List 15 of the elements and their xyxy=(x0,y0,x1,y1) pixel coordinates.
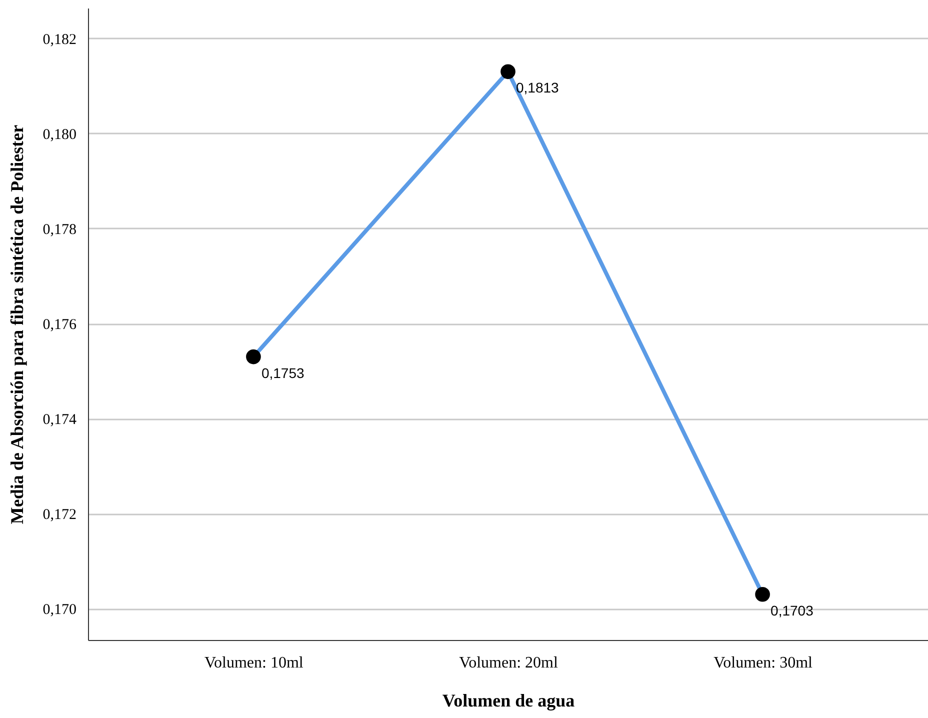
y-tick-label: 0,176 xyxy=(42,317,77,334)
y-axis-title: Media de Absorción para fibra sintética de Poliester xyxy=(6,124,27,524)
x-tick-label: Volumen: 10ml xyxy=(204,654,304,672)
data-label: 0,1753 xyxy=(261,364,304,381)
y-tick-label: 0,174 xyxy=(42,412,77,428)
y-tick-label: 0,182 xyxy=(42,32,76,48)
y-tick-label: 0,170 xyxy=(42,602,76,618)
data-label: 0,1813 xyxy=(516,80,560,96)
x-tick-label: Volumen: 20ml xyxy=(459,654,558,672)
x-tick-label: Volumen: 30ml xyxy=(714,654,814,672)
x-axis-title: Volumen de agua xyxy=(442,690,575,710)
y-tick-label: 0,172 xyxy=(42,507,76,524)
y-tick-label: 0,178 xyxy=(42,222,76,238)
data-label: 0,1703 xyxy=(770,602,814,618)
y-tick-label: 0,180 xyxy=(42,126,76,143)
